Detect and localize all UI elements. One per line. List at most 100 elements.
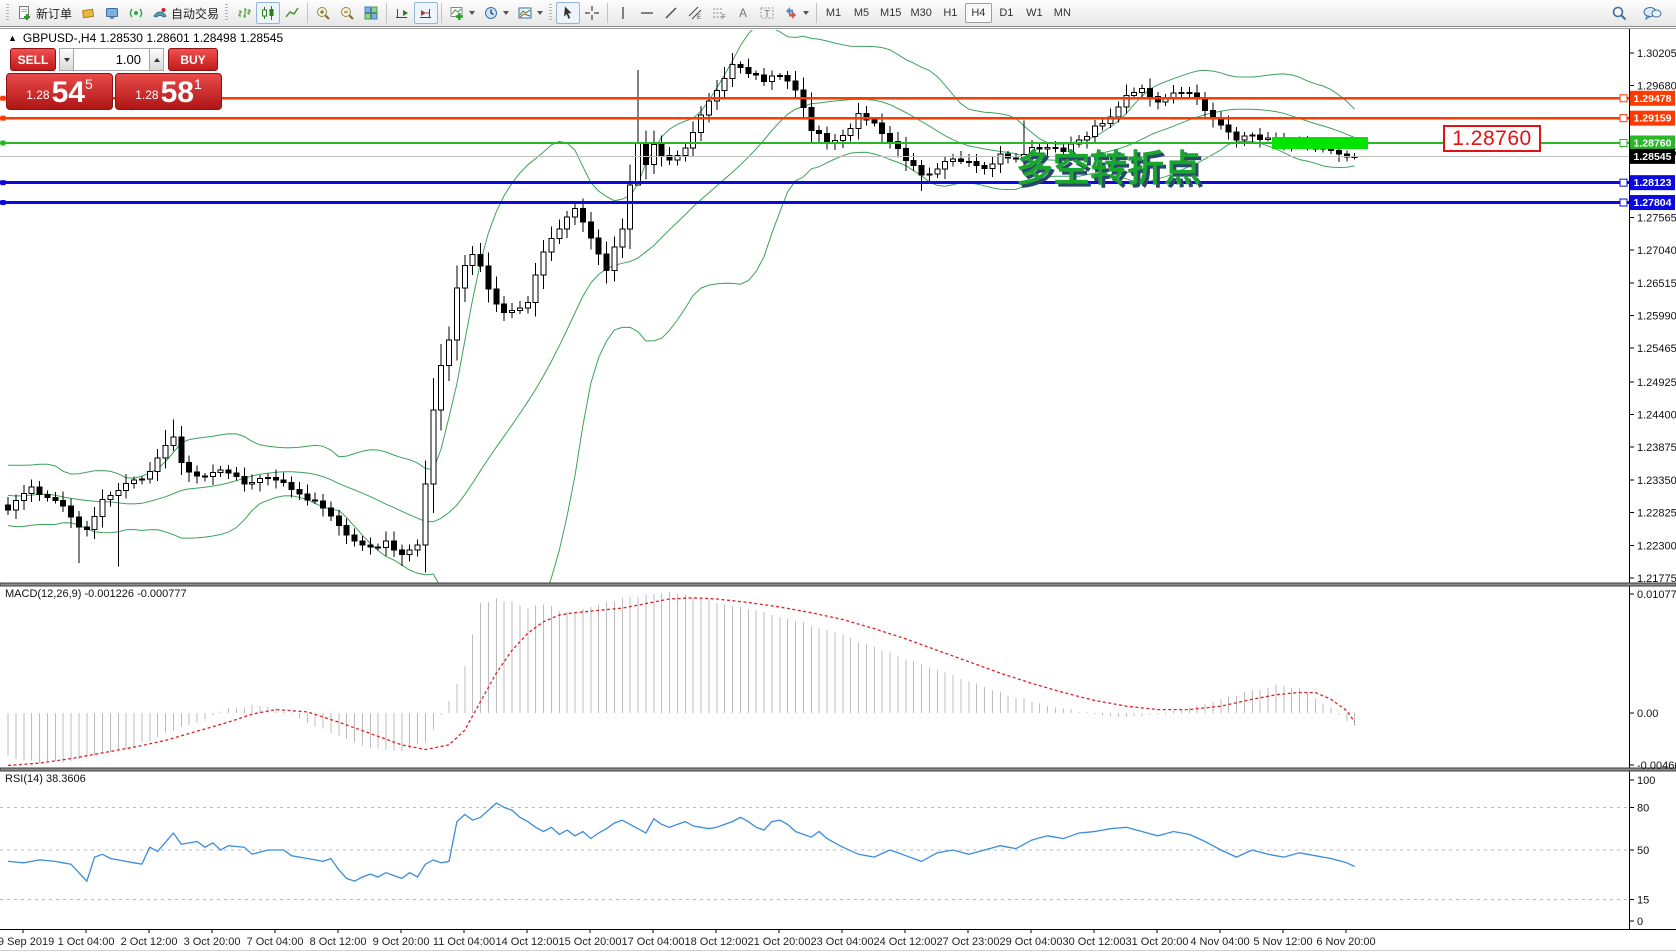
toolbar-grip[interactable] [549, 4, 553, 22]
panel-separator[interactable] [0, 582, 1676, 587]
terminal-button[interactable] [100, 2, 124, 24]
text-label-tool-button[interactable]: T [755, 2, 779, 24]
timeframe-M5[interactable]: M5 [848, 3, 875, 23]
bid-price-button[interactable]: 1.28 54 5 [6, 73, 113, 110]
timeframe-H4[interactable]: H4 [964, 3, 992, 23]
chart-profile-button[interactable] [76, 2, 100, 24]
auto-scroll-button[interactable] [390, 2, 414, 24]
bar-chart-button[interactable] [232, 2, 256, 24]
channel-tool-button[interactable]: E [683, 2, 707, 24]
ask-pip-digit: 1 [193, 76, 202, 92]
rsi-panel: 100 80 50 15 0 [0, 775, 1655, 928]
timeframe-H1[interactable]: H1 [937, 3, 964, 23]
templates-icon [518, 7, 532, 19]
toolbar: 新订单 自动交易 [0, 0, 1676, 27]
timeframe-M30[interactable]: M30 [906, 3, 935, 23]
line-chart-button[interactable] [280, 2, 304, 24]
new-order-button[interactable]: 新订单 [13, 2, 76, 24]
horizontal-line-tool-button[interactable] [635, 2, 659, 24]
price-callout-box[interactable]: 1.28760 [1443, 125, 1541, 152]
indicators-menu-button[interactable] [445, 2, 479, 24]
zoom-in-button[interactable] [311, 2, 335, 24]
volume-increase-button[interactable] [149, 48, 164, 71]
toolbar-separator [816, 3, 818, 23]
tile-windows-button[interactable] [359, 2, 383, 24]
dropdown-caret-icon [537, 11, 544, 15]
time-axis: 29 Sep 2019 1 Oct 04:00 2 Oct 12:00 3 Oct 2… [0, 930, 1676, 951]
one-click-trading-panel: SELL 1.00 BUY 1.28 54 5 1.28 58 1 [6, 48, 222, 110]
svg-text:1.23875: 1.23875 [1637, 442, 1676, 454]
chart-shift-button[interactable] [414, 2, 439, 24]
svg-text:2 Oct 12:00: 2 Oct 12:00 [121, 936, 178, 948]
templates-menu-button[interactable] [513, 2, 547, 24]
svg-text:T: T [764, 9, 770, 20]
svg-text:15 Oct 20:00: 15 Oct 20:00 [559, 936, 622, 948]
svg-text:1.23350: 1.23350 [1637, 475, 1676, 487]
svg-text:1.28123: 1.28123 [1634, 177, 1672, 189]
svg-text:1.22825: 1.22825 [1637, 508, 1676, 520]
auto-trading-icon [153, 8, 167, 18]
turning-point-annotation[interactable]: 多空转折点 [1016, 148, 1201, 189]
search-button[interactable] [1607, 2, 1632, 24]
volume-decrease-button[interactable] [59, 48, 74, 71]
candlestick-chart-button[interactable] [256, 2, 281, 24]
vertical-line-tool-button[interactable] [611, 2, 635, 24]
toolbar-grip[interactable] [225, 4, 229, 22]
svg-text:E: E [697, 15, 701, 21]
timeframe-W1[interactable]: W1 [1021, 3, 1048, 23]
arrows-tool-button[interactable] [779, 2, 813, 24]
horizontal-line-objects[interactable] [0, 94, 1629, 207]
timeframe-MN[interactable]: MN [1049, 3, 1076, 23]
community-chat-button[interactable] [1638, 2, 1666, 24]
fibonacci-tool-button[interactable]: F [707, 2, 731, 24]
terminal-icon [106, 8, 119, 19]
svg-text:80: 80 [1637, 802, 1649, 814]
svg-text:1.27040: 1.27040 [1637, 245, 1676, 257]
svg-text:0.010775: 0.010775 [1637, 589, 1676, 601]
buy-button[interactable]: BUY [168, 48, 218, 71]
zoom-in-icon [317, 7, 330, 20]
svg-text:50: 50 [1637, 845, 1649, 857]
sell-button[interactable]: SELL [10, 48, 56, 71]
trendline-icon [665, 7, 677, 19]
svg-text:1.24925: 1.24925 [1637, 377, 1676, 389]
volume-input[interactable]: 1.00 [74, 48, 149, 71]
auto-scroll-icon [396, 9, 409, 18]
macd-indicator-label: MACD(12,26,9) -0.001226 -0.000777 [5, 588, 187, 600]
new-order-icon [19, 6, 30, 20]
ask-price-button[interactable]: 1.28 58 1 [115, 73, 222, 110]
zoom-out-icon [341, 7, 354, 20]
toolbar-separator [307, 3, 309, 23]
svg-text:4 Nov 04:00: 4 Nov 04:00 [1190, 936, 1249, 948]
timeframe-M15[interactable]: M15 [876, 3, 905, 23]
signal-icon [129, 8, 143, 18]
periods-menu-button[interactable] [479, 2, 513, 24]
text-tool-button[interactable]: A [731, 2, 755, 24]
svg-text:15: 15 [1637, 895, 1649, 907]
signals-button[interactable] [124, 2, 148, 24]
panel-separator[interactable] [0, 767, 1676, 772]
svg-text:1.29680: 1.29680 [1637, 81, 1676, 93]
symbol-collapse-icon[interactable]: ▲ [8, 33, 17, 43]
timeframe-D1[interactable]: D1 [993, 3, 1020, 23]
current-price-label [1630, 148, 1675, 164]
bid-prefix: 1.28 [26, 88, 50, 102]
svg-text:1.24400: 1.24400 [1637, 410, 1676, 422]
timeframe-M1[interactable]: M1 [820, 3, 847, 23]
dropdown-caret-icon [803, 11, 810, 15]
svg-text:1.28545: 1.28545 [1634, 151, 1672, 163]
toolbar-separator [386, 3, 388, 23]
cursor-tool-button[interactable] [556, 2, 581, 24]
svg-text:0.00: 0.00 [1637, 708, 1658, 720]
zoom-out-button[interactable] [335, 2, 359, 24]
crosshair-tool-button[interactable] [580, 2, 604, 24]
svg-text:5 Nov 12:00: 5 Nov 12:00 [1253, 936, 1312, 948]
line-chart-icon [285, 7, 299, 18]
toolbar-grip[interactable] [6, 4, 9, 22]
trendline-tool-button[interactable] [659, 2, 683, 24]
text-icon: A [739, 6, 747, 20]
highlight-trendline[interactable] [1271, 136, 1369, 149]
auto-trading-button[interactable]: 自动交易 [148, 2, 223, 24]
